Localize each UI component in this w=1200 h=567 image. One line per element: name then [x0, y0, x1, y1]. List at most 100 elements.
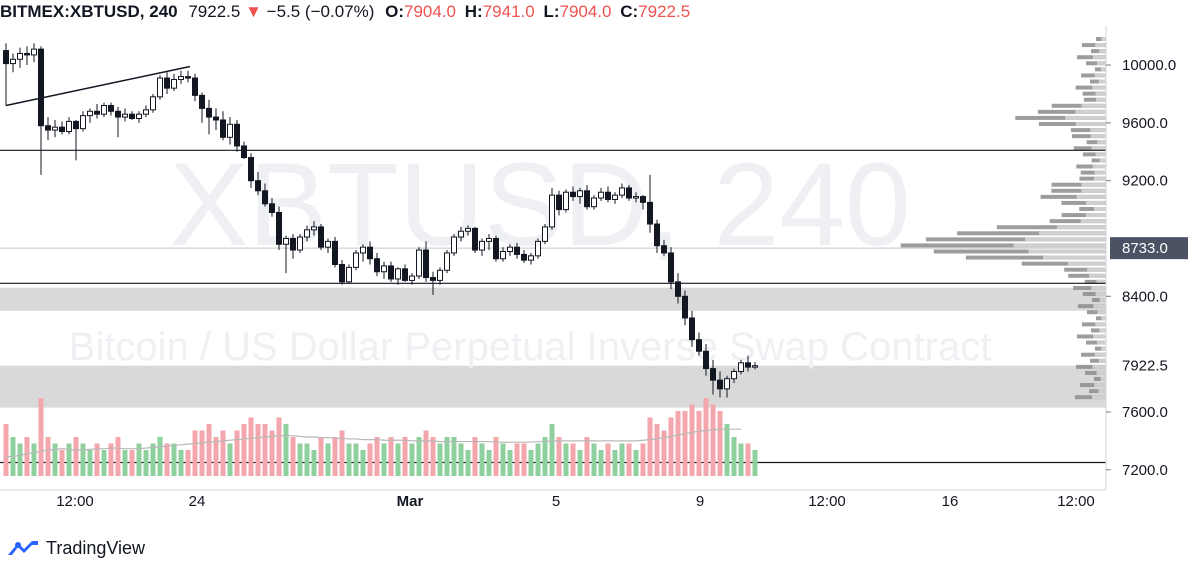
candle-body	[745, 362, 751, 368]
trend-line[interactable]	[5, 65, 191, 107]
candle	[703, 344, 709, 376]
volume-bar	[17, 443, 23, 476]
profile-bar-overlay	[1094, 383, 1106, 388]
candle	[248, 153, 254, 188]
candle	[493, 235, 499, 262]
candle-body	[598, 191, 604, 199]
profile-bar-overlay	[1094, 170, 1106, 175]
candle	[59, 121, 65, 135]
profile-bar-overlay	[1095, 152, 1106, 157]
volume-bar	[556, 437, 562, 476]
candle	[444, 250, 450, 274]
profile-bar	[1094, 376, 1106, 381]
profile-bar-overlay	[1094, 176, 1106, 181]
candle-body	[346, 266, 352, 283]
profile-bar	[1073, 146, 1106, 151]
x-tick-label: 24	[189, 493, 206, 510]
candle	[668, 247, 674, 290]
profile-bar-overlay	[1090, 128, 1106, 133]
candle-body	[87, 110, 93, 117]
profile-bar-overlay	[1099, 158, 1106, 163]
candle-body	[451, 236, 457, 254]
candle	[381, 261, 387, 279]
profile-bar-overlay	[1042, 255, 1106, 260]
candle-body	[143, 109, 149, 115]
volume-bar	[535, 443, 541, 476]
crosshair-price-badge	[1110, 237, 1188, 260]
profile-bar	[1075, 85, 1106, 90]
symbol-label[interactable]: BITMEX:XBTUSD,	[0, 2, 145, 21]
candle	[304, 225, 310, 242]
profile-bar	[1077, 304, 1106, 309]
volume-bar	[269, 430, 275, 476]
profile-bar	[1095, 346, 1106, 351]
price-chart[interactable]: XBTUSD, 240 Bitcoin / US Dollar Perpetua…	[0, 0, 1200, 535]
candle-body	[24, 52, 30, 56]
volume-bar	[73, 437, 79, 476]
candle-body	[136, 113, 142, 120]
tradingview-logo[interactable]: TradingView	[6, 535, 145, 561]
candle-body	[59, 126, 65, 133]
volume-bar	[668, 417, 674, 476]
volume-bar	[199, 430, 205, 476]
profile-bar	[1076, 364, 1106, 369]
volume-bar	[374, 437, 380, 476]
x-tick-label: 5	[552, 493, 560, 510]
volume-bar	[241, 424, 247, 476]
candle-body	[206, 107, 212, 118]
candle-body	[654, 223, 660, 247]
candle	[507, 244, 513, 256]
candle-body	[556, 194, 562, 211]
candle	[283, 235, 289, 274]
time-axis[interactable]: 12:00 24 Mar 5 9 12:00 16 12:00	[56, 490, 1095, 510]
volume-bar	[542, 437, 548, 476]
candle-body	[157, 77, 163, 98]
profile-bar	[900, 243, 1106, 248]
x-tick-label: Mar	[397, 493, 424, 510]
candle-body	[269, 203, 275, 213]
profile-bar-overlay	[1081, 188, 1106, 193]
candle	[654, 219, 660, 253]
plot-area[interactable]	[0, 26, 1106, 490]
volume-bar	[717, 411, 723, 476]
candle-body	[416, 249, 422, 277]
candle	[262, 183, 268, 207]
candle-body	[507, 246, 513, 252]
profile-bar-overlay	[1099, 49, 1106, 54]
candle-body	[255, 180, 261, 192]
volume-bar	[318, 437, 324, 476]
volume-bar	[31, 443, 37, 476]
price-axis[interactable]: 10000.0 9600.0 9200.0 8400.0 7600.0 7200.0	[1106, 57, 1176, 479]
volume-bar	[724, 424, 730, 476]
y-tick-label: 7600.0	[1122, 404, 1168, 421]
candle-body	[101, 105, 107, 115]
profile-bar	[1061, 200, 1106, 205]
candle	[465, 225, 471, 236]
candle	[479, 238, 485, 256]
candle-body	[241, 145, 247, 159]
candle	[598, 187, 604, 201]
interval-label[interactable]: 240	[149, 2, 178, 21]
volume-bar	[661, 430, 667, 476]
profile-bar-overlay	[1056, 225, 1106, 230]
watermark-description: Bitcoin / US Dollar Perpetual Inverse Sw…	[69, 325, 992, 369]
candle-body	[549, 194, 555, 228]
volume-bar	[423, 430, 429, 476]
volume-bar	[381, 443, 387, 476]
volume-bar	[136, 443, 142, 476]
profile-bar-overlay	[1085, 200, 1106, 205]
profile-bar	[1091, 49, 1106, 54]
volume-bar	[710, 404, 716, 476]
candle	[297, 234, 303, 253]
profile-bar-overlay	[1024, 237, 1106, 242]
candle-body	[192, 77, 198, 96]
profile-bar-overlay	[1075, 109, 1106, 114]
candle-body	[227, 123, 233, 138]
candle	[535, 238, 541, 259]
profile-bar	[1051, 188, 1106, 193]
candle	[269, 198, 275, 217]
profile-bar	[1077, 55, 1106, 60]
volume-bar	[430, 437, 436, 476]
candle-body	[703, 350, 709, 370]
profile-bar	[1068, 273, 1106, 278]
